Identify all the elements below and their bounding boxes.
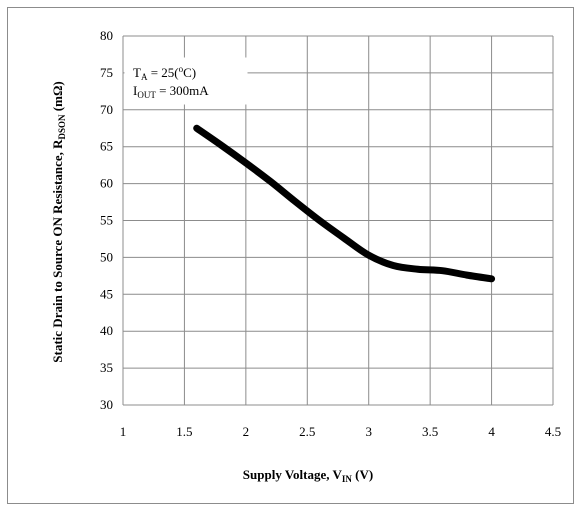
x-tick-label-2: 2 — [243, 424, 250, 439]
y-axis-title: Static Drain to Source ON Resistance, RD… — [50, 81, 67, 362]
series-line-0 — [193, 124, 496, 283]
y-tick-label-5: 55 — [100, 213, 113, 228]
x-tick-label-0: 1 — [120, 424, 127, 439]
x-tick-label-5: 3.5 — [422, 424, 438, 439]
y-tick-label-4: 50 — [100, 249, 113, 264]
y-tick-label-10: 80 — [100, 28, 113, 43]
grid-lines — [122, 35, 554, 406]
x-tick-label-4: 3 — [365, 424, 372, 439]
annotation-current: IOUT = 300mA — [133, 83, 209, 100]
y-tick-label-7: 65 — [100, 139, 113, 154]
y-tick-label-3: 45 — [100, 286, 113, 301]
x-axis-title: Supply Voltage, VIN (V) — [243, 467, 373, 484]
x-tick-label-7: 4.5 — [545, 424, 561, 439]
x-tick-label-3: 2.5 — [299, 424, 315, 439]
y-tick-label-2: 40 — [100, 323, 113, 338]
x-tick-labels: 1 1.5 2 2.5 3 3.5 4 4.5 — [120, 424, 561, 439]
x-tick-label-6: 4 — [488, 424, 495, 439]
annotation-box: TA = 25(oC) IOUT = 300mA — [124, 57, 248, 105]
y-tick-label-1: 35 — [100, 360, 113, 375]
y-tick-labels: 30 35 40 45 50 55 60 65 70 75 80 — [100, 28, 113, 412]
annotation-temperature: TA = 25(oC) — [133, 64, 196, 82]
series-layer — [193, 124, 496, 283]
y-tick-label-6: 60 — [100, 176, 113, 191]
x-tick-label-1: 1.5 — [176, 424, 192, 439]
y-tick-label-9: 75 — [100, 65, 113, 80]
y-tick-label-8: 70 — [100, 102, 113, 117]
chart-frame — [7, 7, 574, 504]
y-tick-label-0: 30 — [100, 397, 113, 412]
